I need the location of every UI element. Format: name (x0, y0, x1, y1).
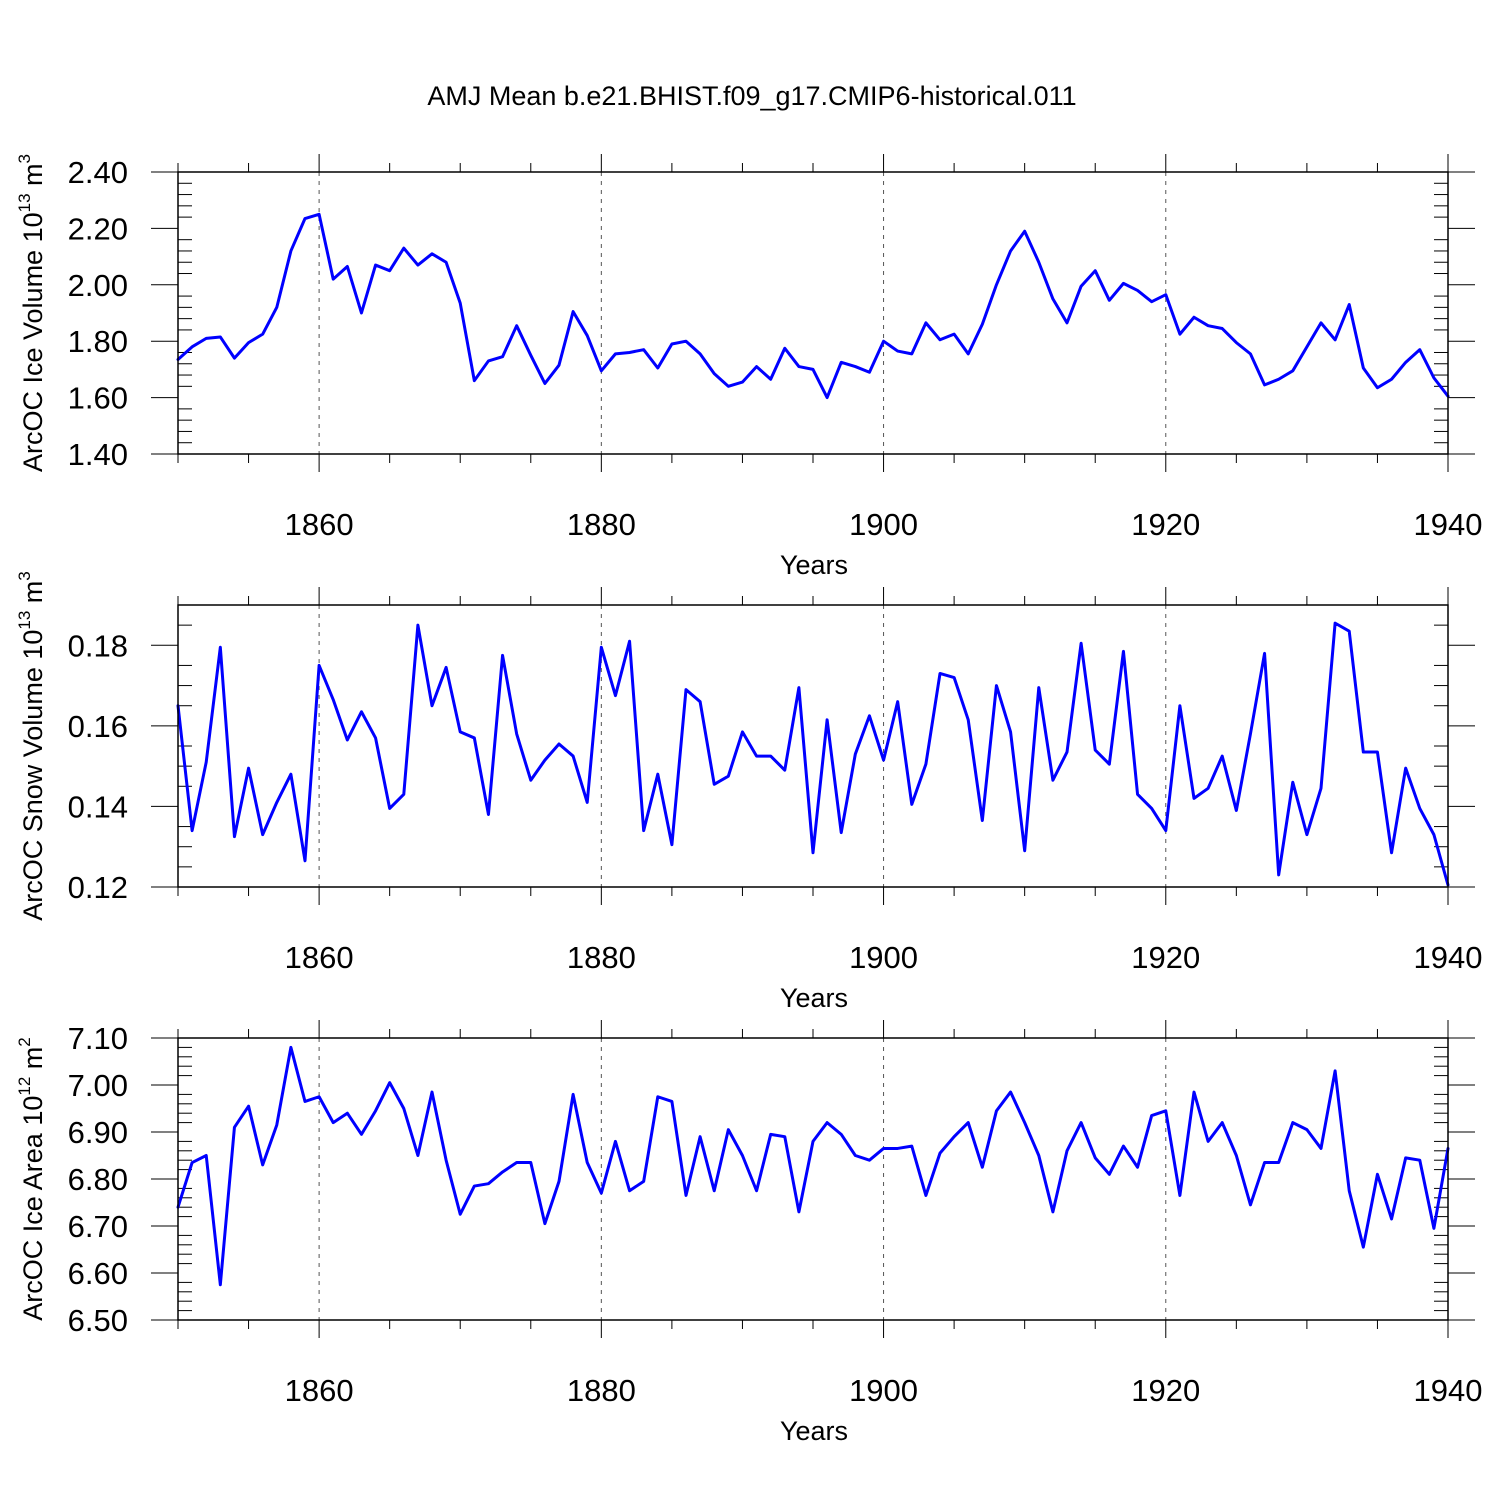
x-tick-label: 1880 (567, 940, 636, 975)
x-tick-label: 1860 (285, 507, 354, 542)
x-tick-label: 1900 (849, 940, 918, 975)
plot-frame (177, 171, 1449, 455)
y-tick-label: 2.20 (68, 211, 128, 246)
x-tick-label: 1920 (1131, 940, 1200, 975)
y-tick-label: 7.10 (68, 1021, 128, 1056)
y-tick-label: 6.90 (68, 1115, 128, 1150)
y-tick-label: 0.12 (68, 870, 128, 905)
chart-panel-ice-volume: 1860 1880 1900 1920 1940 1.40 1.60 1.80 2.00 2.20… (15, 154, 1482, 580)
y-tick-label: 7.00 (68, 1068, 128, 1103)
y-axis-label-exponent: 13 (15, 611, 34, 630)
y-tick-label: 0.16 (68, 709, 128, 744)
x-tick-label: 1900 (849, 507, 918, 542)
plot-frame (177, 604, 1449, 888)
y-tick-label: 2.40 (68, 155, 128, 190)
x-tick-label: 1880 (567, 1373, 636, 1408)
y-axis-label-unit: m (18, 1047, 48, 1077)
y-tick-label: 2.00 (68, 268, 128, 303)
plot-frame (177, 1037, 1449, 1321)
panels: 1860 1880 1900 1920 1940 1.40 1.60 1.80 2.00 2.20… (15, 154, 1482, 1446)
y-axis-label-exponent: 13 (15, 193, 34, 212)
y-axis-label: ArcOC Snow Volume 1013 m3 (15, 571, 48, 921)
x-axis-label: Years (780, 983, 848, 1013)
series-line-ice-volume (176, 212, 1450, 400)
x-tick-label: 1920 (1131, 1373, 1200, 1408)
y-axis-label-unit: m (18, 581, 48, 611)
y-tick-label: 0.18 (68, 628, 128, 663)
y-axis-label-unit: m (18, 163, 48, 193)
y-tick-label: 6.80 (68, 1162, 128, 1197)
y-axis-label-unit-exponent: 3 (15, 571, 34, 580)
y-axis-label-unit-exponent: 2 (15, 1037, 34, 1046)
y-tick-label: 1.80 (68, 324, 128, 359)
x-tick-label: 1940 (1414, 940, 1483, 975)
x-axis-label: Years (780, 1416, 848, 1446)
y-tick-label: 1.40 (68, 437, 128, 472)
series-line-snow-volume (176, 621, 1450, 887)
y-tick-label: 6.70 (68, 1209, 128, 1244)
x-tick-label: 1940 (1414, 507, 1483, 542)
y-axis-label-text: ArcOC Snow Volume 10 (18, 630, 48, 921)
y-tick-label: 6.60 (68, 1256, 128, 1291)
chart-panel-snow-volume: 1860 1880 1900 1920 1940 0.12 0.14 0.16 0.18 Year… (15, 571, 1482, 1013)
x-tick-label: 1860 (285, 1373, 354, 1408)
x-tick-label: 1860 (285, 940, 354, 975)
figure-title: AMJ Mean b.e21.BHIST.f09_g17.CMIP6-histo… (427, 81, 1076, 111)
x-tick-label: 1920 (1131, 507, 1200, 542)
chart-panel-ice-area: 1860 1880 1900 1920 1940 6.50 6.60 6.70 6.80 6.90… (15, 1020, 1482, 1446)
series-line-ice-area (176, 1045, 1450, 1287)
y-axis-label: ArcOC Ice Area 1012 m2 (15, 1037, 48, 1321)
y-tick-label: 0.14 (68, 789, 128, 824)
y-axis-label-exponent: 12 (15, 1077, 34, 1096)
x-tick-label: 1900 (849, 1373, 918, 1408)
x-tick-label: 1880 (567, 507, 636, 542)
y-axis-label: ArcOC Ice Volume 1013 m3 (15, 154, 48, 472)
x-tick-label: 1940 (1414, 1373, 1483, 1408)
x-axis-label: Years (780, 550, 848, 580)
y-axis-label-unit-exponent: 3 (15, 154, 34, 163)
y-tick-label: 6.50 (68, 1303, 128, 1338)
y-axis-label-text: ArcOC Ice Area 10 (18, 1096, 48, 1321)
y-axis-label-text: ArcOC Ice Volume 10 (18, 212, 48, 472)
y-tick-label: 1.60 (68, 381, 128, 416)
